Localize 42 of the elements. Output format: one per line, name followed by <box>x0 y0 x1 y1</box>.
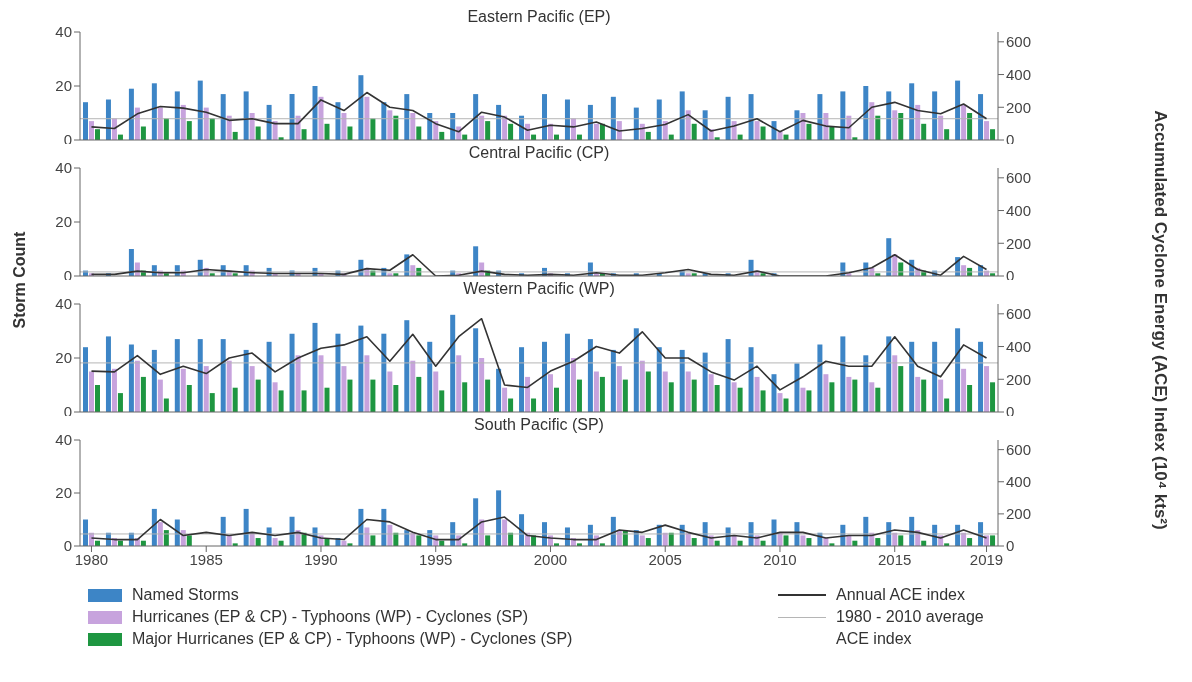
y-tick-label: 20 <box>55 77 72 95</box>
y2-tick-label: 400 <box>1006 337 1032 355</box>
y-tick-label: 40 <box>55 23 72 41</box>
y-tick-label: 20 <box>55 484 72 502</box>
y-tick-label: 0 <box>63 537 72 555</box>
x-tick-label: 1990 <box>304 550 338 568</box>
legend-label: Named Storms <box>132 585 239 605</box>
y2-tick-label: 200 <box>1006 505 1032 523</box>
y2-tick-label: 600 <box>1006 305 1032 323</box>
legend-label: Major Hurricanes (EP & CP) - Typhoons (WP) - Cyclones (SP) <box>132 629 573 649</box>
x-tick-label: 2015 <box>878 550 912 568</box>
x-tick-label: 2005 <box>648 550 682 568</box>
x-tick-label: 2010 <box>763 550 797 568</box>
y-tick-label: 20 <box>55 349 72 367</box>
y2-tick-label: 400 <box>1006 473 1032 491</box>
y2-tick-label: 600 <box>1006 440 1032 458</box>
x-tick-label: 2000 <box>533 550 568 568</box>
chart-title: Eastern Pacific (EP) <box>467 8 611 25</box>
y2-tick-label: 0 <box>1006 537 1015 555</box>
x-tick-label: 1995 <box>419 550 453 568</box>
y2-tick-label: 200 <box>1006 234 1032 252</box>
y-tick-label: 40 <box>55 159 72 177</box>
y-tick-label: 40 <box>55 431 72 449</box>
y2-tick-label: 200 <box>1006 98 1032 116</box>
y2-tick-label: 400 <box>1006 201 1032 219</box>
y2-tick-label: 600 <box>1006 33 1032 51</box>
legend-label: Hurricanes (EP & CP) - Typhoons (WP) - Cyclones (SP) <box>132 607 528 627</box>
y2-tick-label: 600 <box>1006 169 1032 187</box>
x-tick-label: 2019 <box>969 550 1004 568</box>
x-tick-label: 1980 <box>74 550 109 568</box>
chart-title: South Pacific (SP) <box>474 416 604 433</box>
y2-tick-label: 200 <box>1006 370 1032 388</box>
chart-title: Western Pacific (WP) <box>463 280 615 297</box>
y-tick-label: 20 <box>55 213 72 231</box>
legend-label: Annual ACE index <box>836 585 965 605</box>
x-tick-label: 1985 <box>189 550 223 568</box>
y2-axis-title: Accumulated Cyclone Energy (ACE) Index (10⁴ kts²) <box>1150 109 1170 532</box>
y-tick-label: 40 <box>55 295 72 313</box>
y2-tick-label: 400 <box>1006 65 1032 83</box>
chart-title: Central Pacific (CP) <box>468 144 610 161</box>
legend-label: 1980 - 2010 average ACE index <box>836 607 985 649</box>
y-axis-title: Storm Count <box>11 230 29 331</box>
